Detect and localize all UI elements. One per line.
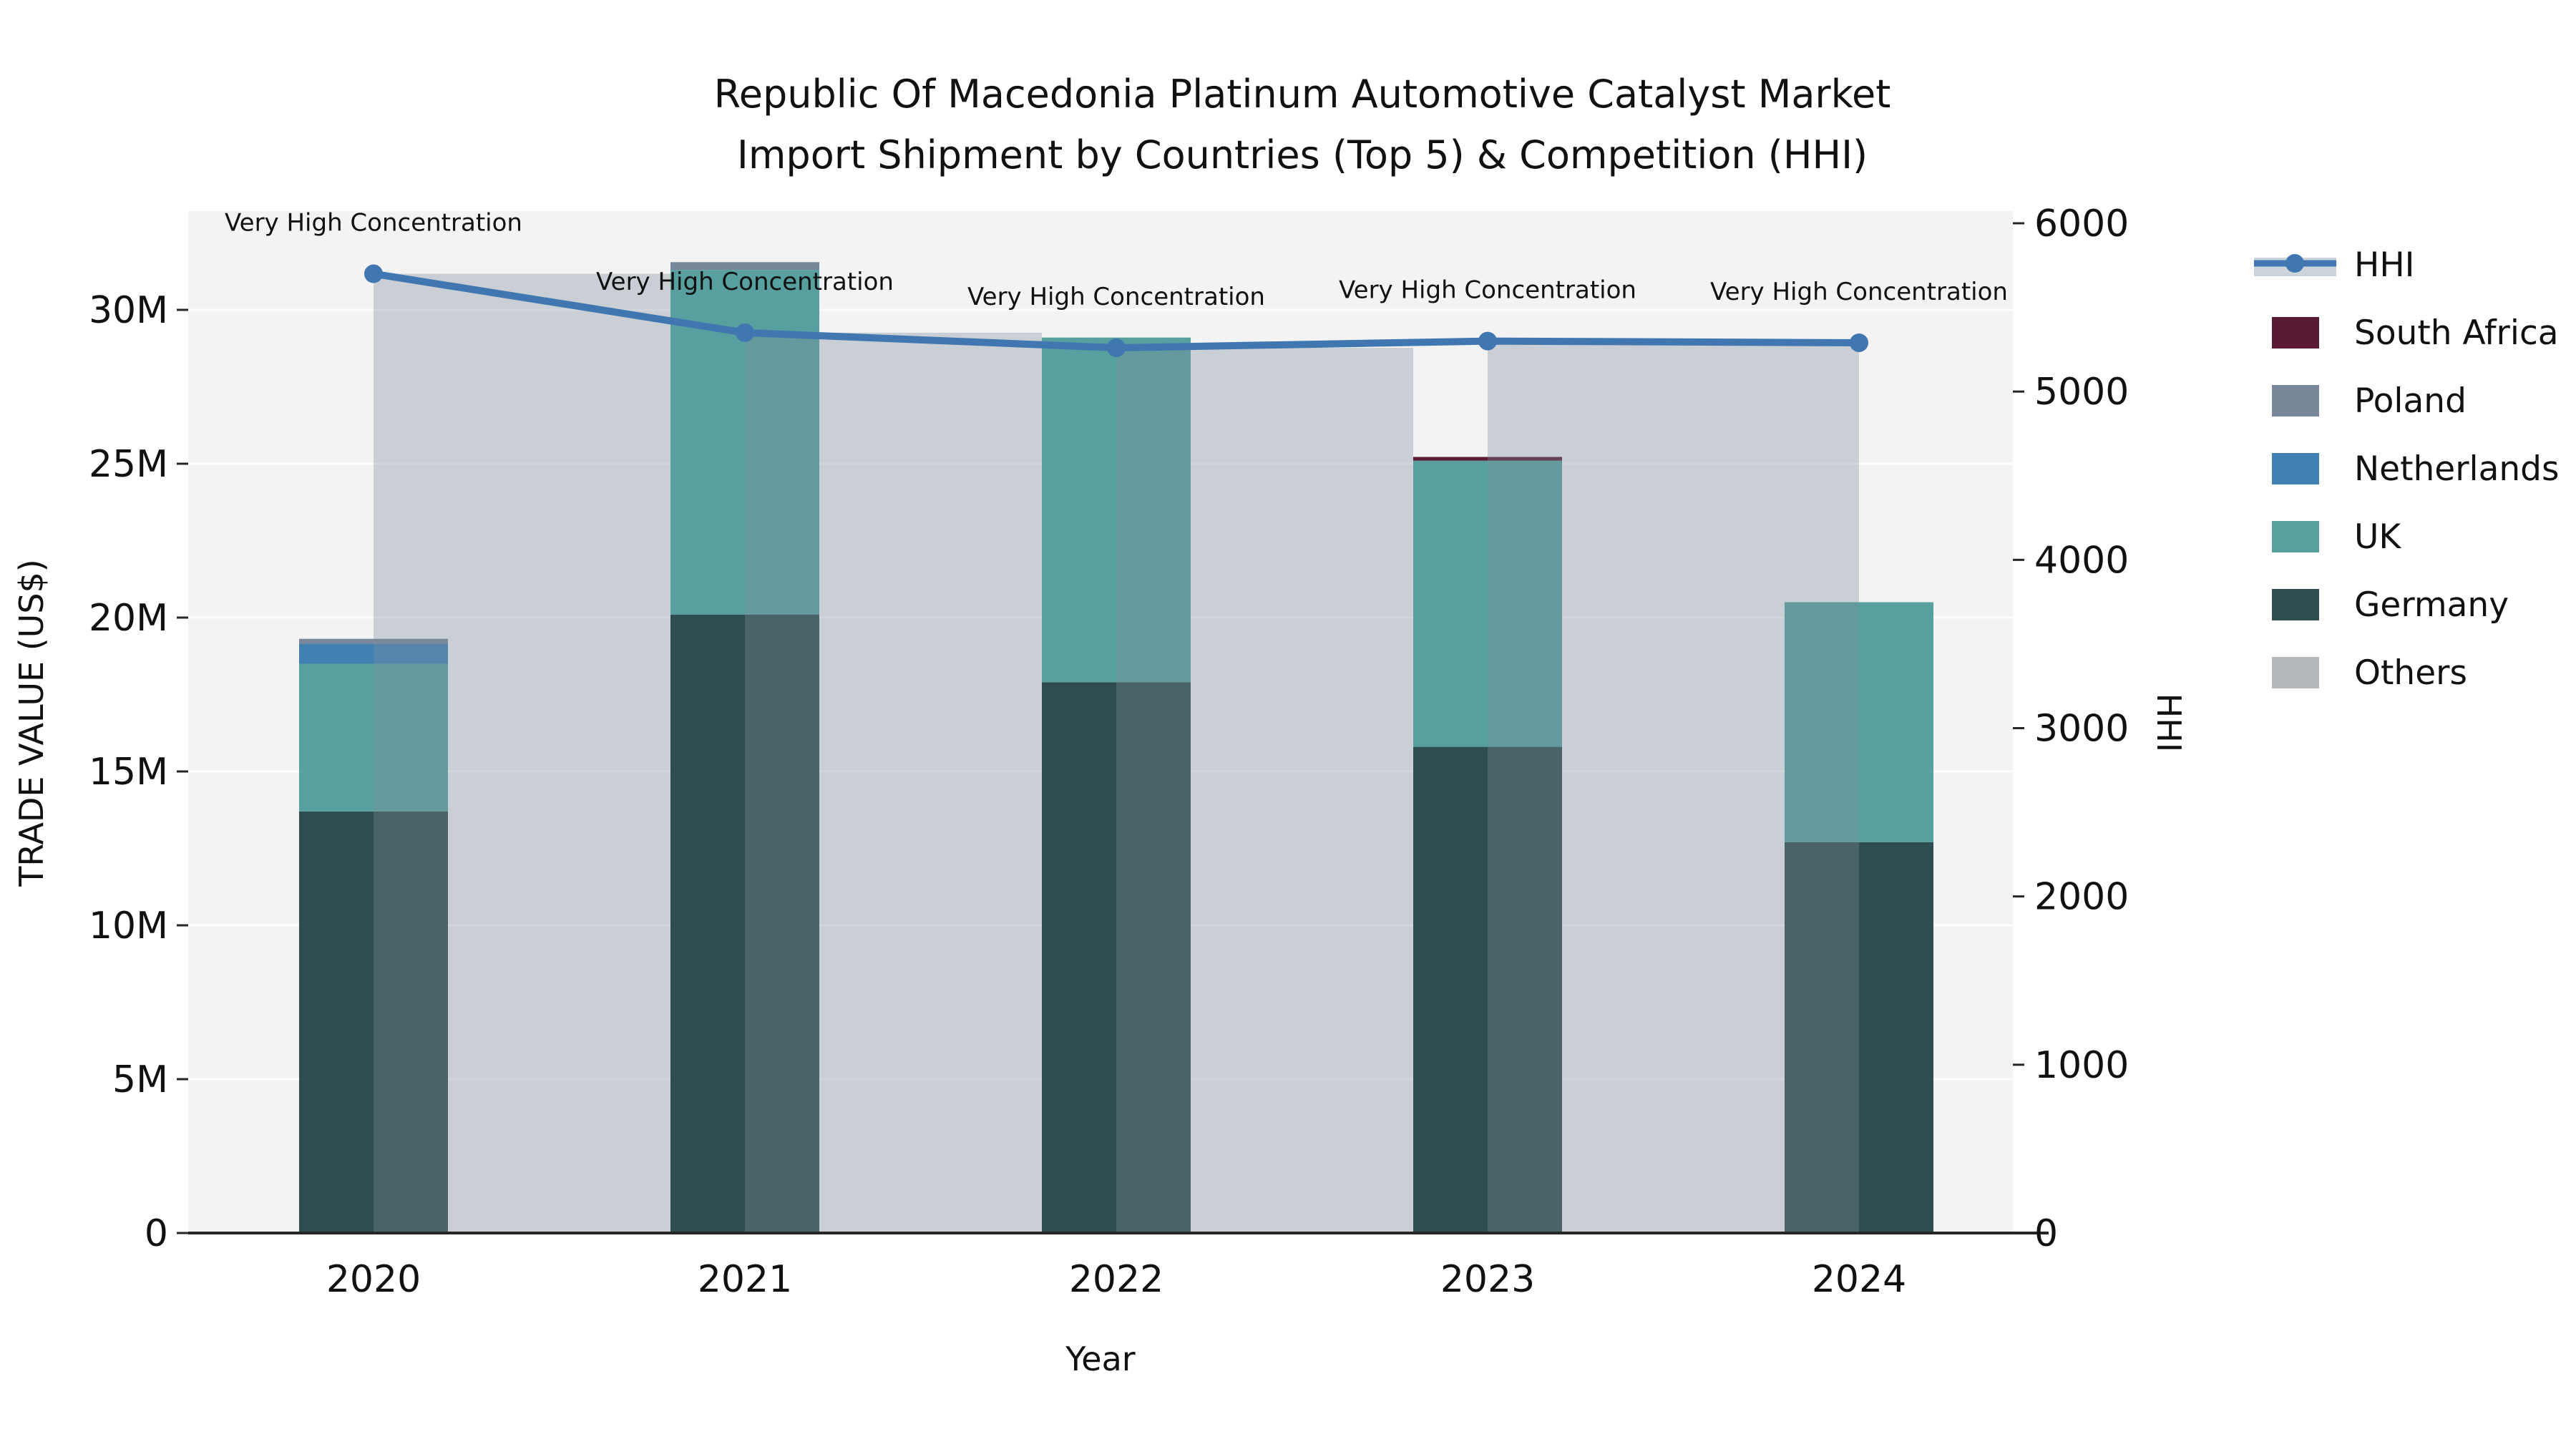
y2-tick-label: 3000 <box>2034 708 2129 751</box>
legend-label: HHI <box>2354 245 2415 285</box>
y2-tick-label: 2000 <box>2034 876 2129 919</box>
bar-segment-south-africa-2023[interactable] <box>1413 457 1562 461</box>
legend-swatch-icon <box>2272 521 2319 552</box>
hhi-bar-2020[interactable] <box>374 273 670 1233</box>
y2-tick-label: 5000 <box>2034 371 2129 414</box>
x-tick-label-2024[interactable]: 2024 <box>1812 1258 1906 1301</box>
plot-area: Very High Concentration Very High Concent… <box>89 203 2129 1301</box>
legend-swatch-icon <box>2272 385 2319 416</box>
hhi-marker-2023[interactable] <box>1478 331 1497 351</box>
x-tick-label-2023[interactable]: 2023 <box>1440 1258 1535 1301</box>
y2-axis-title: HHI <box>2150 693 2188 753</box>
bar-segment-poland-2021[interactable] <box>670 262 819 271</box>
hhi-bar-2024[interactable] <box>1785 342 1859 1234</box>
legend-hhi-marker-icon <box>2285 254 2304 273</box>
annotation-2024: Very High Concentration <box>1710 278 2008 306</box>
x-tick-label-2020[interactable]: 2020 <box>326 1258 421 1301</box>
legend-label: UK <box>2354 517 2401 557</box>
y-tick-label: 15M <box>89 751 168 794</box>
x-axis-title: Year <box>1065 1340 1135 1378</box>
hhi-marker-2022[interactable] <box>1107 338 1126 358</box>
y2-tick-label: 0 <box>2034 1212 2058 1255</box>
y2-tick-label: 1000 <box>2034 1044 2129 1087</box>
hhi-bar-2022[interactable] <box>1116 348 1413 1234</box>
bar-segment-uk-2022[interactable] <box>1042 337 1191 683</box>
y-tick-label: 25M <box>89 443 168 486</box>
legend: HHI South Africa Poland Netherlands UK German… <box>2254 245 2560 693</box>
bar-segment-uk-2023[interactable] <box>1413 460 1562 747</box>
bar-segment-netherlands-2020[interactable] <box>299 643 448 664</box>
legend-label: Germany <box>2354 585 2509 625</box>
chart-title-line2: Import Shipment by Countries (Top 5) & C… <box>737 132 1868 177</box>
y-tick-label: 30M <box>89 289 168 332</box>
legend-item-germany[interactable]: Germany <box>2272 585 2509 625</box>
legend-item-others[interactable]: Others <box>2272 653 2467 693</box>
y-axis-title: TRADE VALUE (US$) <box>12 559 51 887</box>
hhi-marker-2021[interactable] <box>736 323 754 342</box>
bar-segment-poland-2020[interactable] <box>299 638 448 644</box>
annotation-2023: Very High Concentration <box>1339 276 1636 305</box>
legend-item-poland[interactable]: Poland <box>2272 381 2467 421</box>
bar-segment-germany-2021[interactable] <box>670 614 819 1233</box>
hhi-bars <box>374 273 1859 1234</box>
legend-swatch-icon <box>2272 317 2319 349</box>
annotation-2022: Very High Concentration <box>967 283 1265 311</box>
x-tick-label-2022[interactable]: 2022 <box>1069 1258 1163 1301</box>
legend-item-netherlands[interactable]: Netherlands <box>2272 449 2560 489</box>
bar-segment-uk-2020[interactable] <box>299 663 448 812</box>
y-tick-label: 0 <box>145 1212 168 1255</box>
legend-label: Poland <box>2354 381 2467 421</box>
y2-tick-label: 6000 <box>2034 203 2129 245</box>
x-tick-label-2021[interactable]: 2021 <box>698 1258 792 1301</box>
hhi-bar-2023[interactable] <box>1488 341 1785 1233</box>
bar-segment-germany-2020[interactable] <box>299 811 448 1233</box>
y-tick-label: 20M <box>89 597 168 640</box>
annotation-2020: Very High Concentration <box>225 209 522 238</box>
legend-swatch-icon <box>2272 589 2319 620</box>
legend-item-south-africa[interactable]: South Africa <box>2272 313 2559 353</box>
legend-label: Netherlands <box>2354 449 2560 489</box>
hhi-marker-2024[interactable] <box>1850 333 1868 352</box>
chart-title-line1: Republic Of Macedonia Platinum Automotiv… <box>714 72 1891 117</box>
annotation-2021: Very High Concentration <box>596 268 894 296</box>
legend-label: Others <box>2354 653 2467 693</box>
bar-segment-germany-2023[interactable] <box>1413 746 1562 1233</box>
country-bars <box>299 262 1933 1233</box>
bar-segment-germany-2024[interactable] <box>1785 842 1933 1233</box>
axes: 0 5M 10M 15M 20M 25M 30M 0 1000 2000 3000 4000 5000 6… <box>89 203 2129 1301</box>
bar-segment-germany-2022[interactable] <box>1042 682 1191 1233</box>
hhi-marker-2020[interactable] <box>364 264 383 283</box>
legend-label: South Africa <box>2354 313 2559 353</box>
hhi-bar-2021[interactable] <box>745 332 1042 1233</box>
y-tick-label: 10M <box>89 905 168 947</box>
legend-item-uk[interactable]: UK <box>2272 517 2401 557</box>
legend-swatch-icon <box>2272 453 2319 484</box>
legend-item-hhi[interactable]: HHI <box>2254 245 2415 285</box>
legend-swatch-icon <box>2272 657 2319 688</box>
y2-tick-label: 4000 <box>2034 539 2129 582</box>
y-tick-label: 5M <box>112 1058 168 1101</box>
bar-segment-uk-2024[interactable] <box>1785 602 1933 842</box>
